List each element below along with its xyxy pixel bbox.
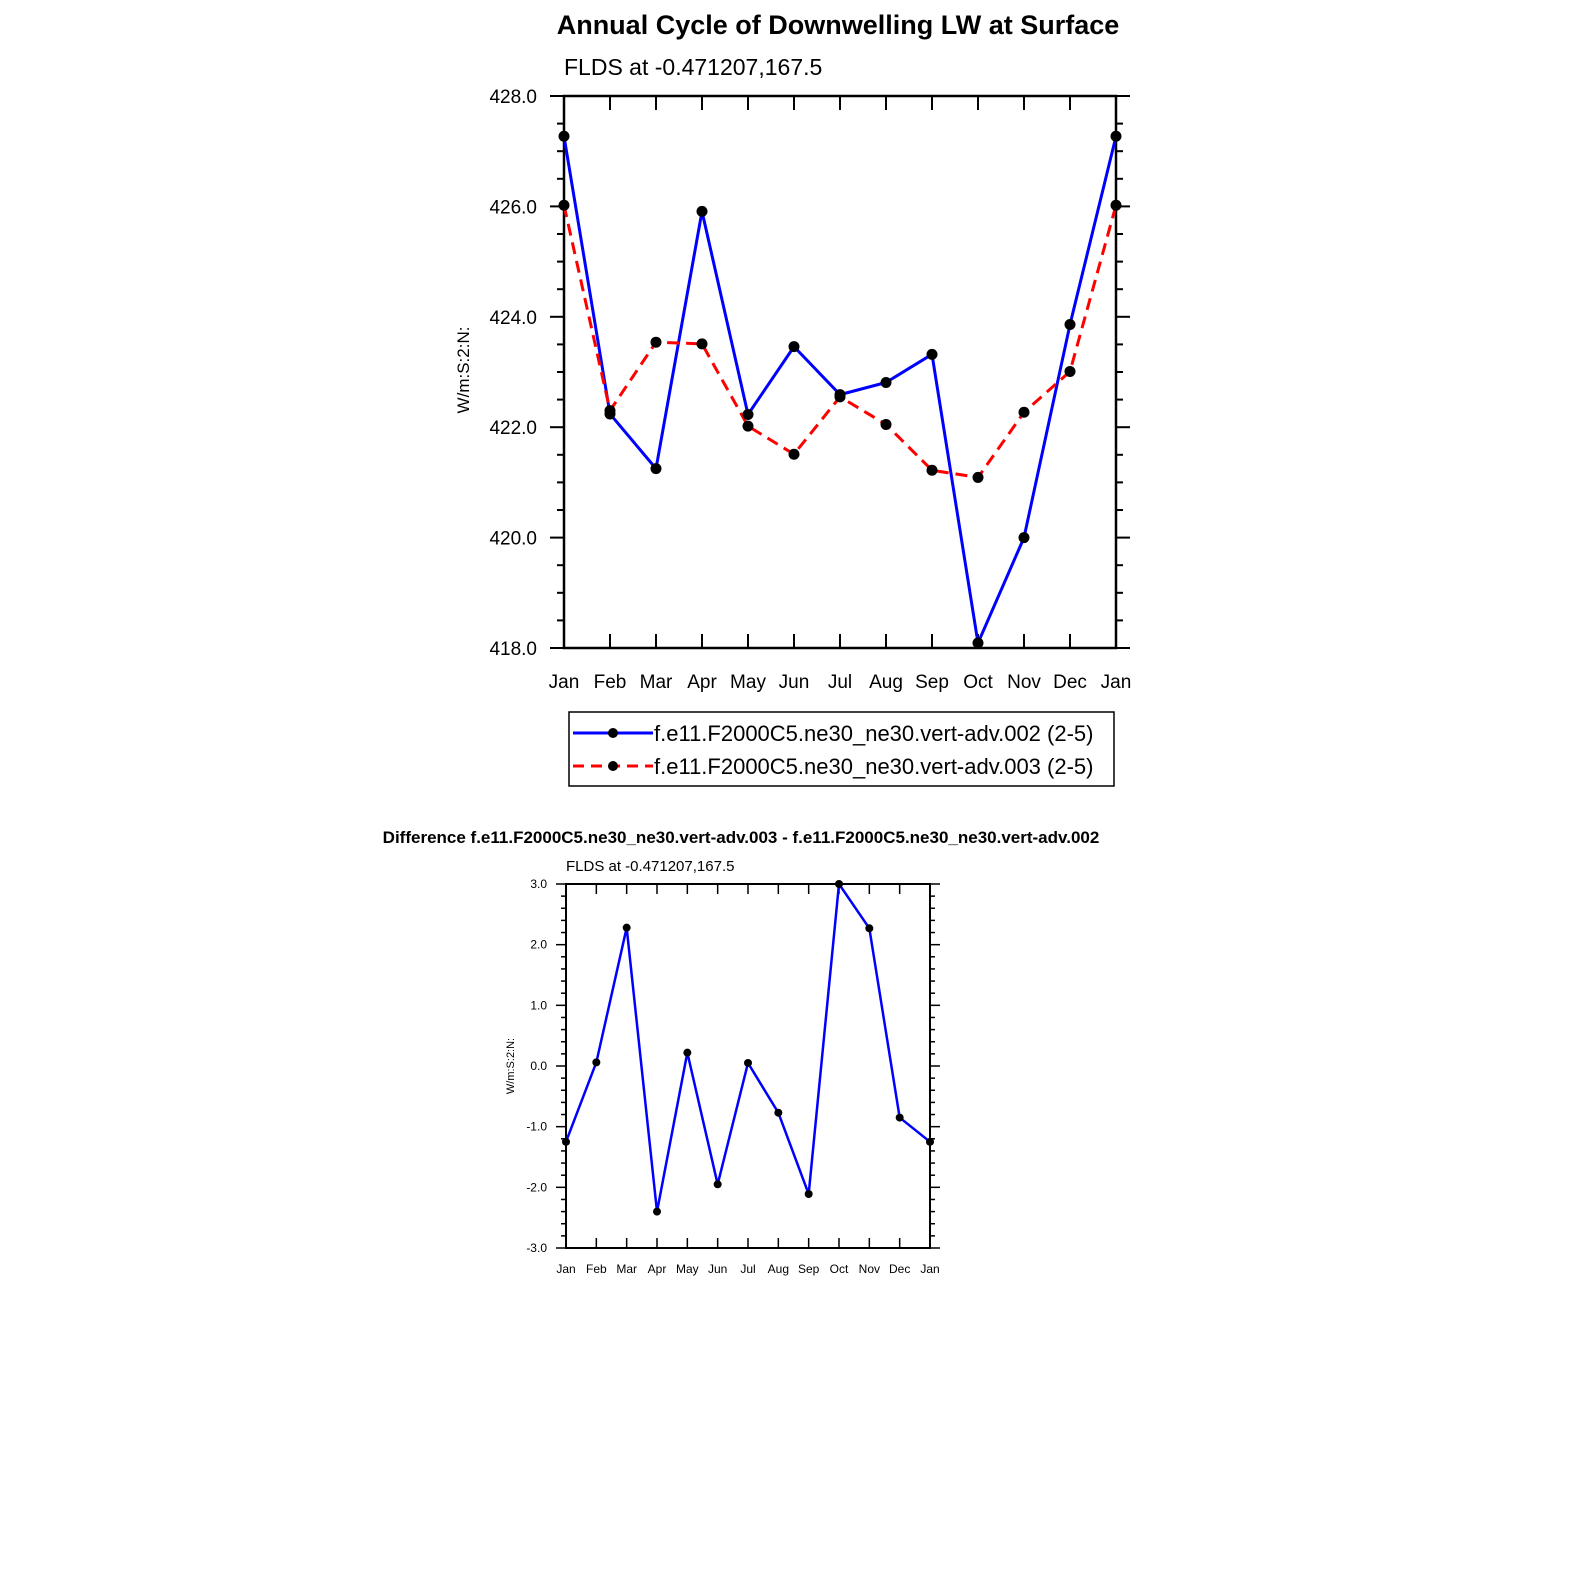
difference-axis-ticks: Jan Feb Mar Apr May Jun Jul Aug Sep Oct Nov Dec Jan-… <box>526 877 940 1276</box>
x-tick-label: Apr <box>687 672 717 693</box>
x-tick-label: Sep <box>798 1262 820 1276</box>
data-point-series-2 <box>742 420 754 432</box>
annual-cycle-chart: Annual Cycle of Downwelling LW at Surfac… <box>454 10 1131 787</box>
difference-subtitle: FLDS at -0.471207,167.5 <box>566 858 734 875</box>
x-tick-label: Dec <box>1053 672 1087 693</box>
y-tick-label: -2.0 <box>526 1180 547 1194</box>
x-tick-label: Apr <box>648 1262 667 1276</box>
data-point-series-1 <box>865 924 874 933</box>
plot-frame <box>562 94 1118 650</box>
y-tick-label: 2.0 <box>530 938 547 952</box>
series-line-2 <box>562 204 1118 479</box>
x-tick-label: Jan <box>920 1262 939 1276</box>
data-point-series-1 <box>788 341 800 353</box>
x-tick-label: Oct <box>963 672 993 693</box>
axis-ticks: Jan Feb Mar Apr May Jun Jul Aug Sep Oct Nov Dec Jan 4… <box>489 87 1131 693</box>
x-tick-label: Jun <box>708 1262 727 1276</box>
y-tick-label: -1.0 <box>526 1120 547 1134</box>
x-tick-label: Jan <box>556 1262 575 1276</box>
x-tick-label: Feb <box>594 672 627 693</box>
x-tick-label: Oct <box>830 1262 849 1276</box>
data-point-series-2 <box>696 338 708 350</box>
data-point-series-1 <box>1110 130 1122 142</box>
y-tick-label: 3.0 <box>530 877 547 891</box>
y-tick-label: 422.0 <box>489 418 537 439</box>
x-tick-label: Dec <box>889 1262 910 1276</box>
y-tick-label: 1.0 <box>530 998 547 1012</box>
data-point-series-1 <box>650 463 662 475</box>
x-tick-label: Nov <box>1007 672 1041 693</box>
data-point-series-1 <box>713 1180 722 1189</box>
data-point-series-1 <box>562 1137 570 1146</box>
data-point-series-2 <box>926 464 938 476</box>
legend-marker-series-2 <box>608 761 618 771</box>
x-tick-label: Aug <box>869 672 903 693</box>
series-layer <box>558 130 1122 649</box>
data-point-series-1 <box>683 1048 692 1057</box>
data-point-series-2 <box>1018 406 1030 418</box>
chart-subtitle: FLDS at -0.471207,167.5 <box>564 54 822 80</box>
x-tick-label: Mar <box>640 672 673 693</box>
y-axis-label: W/m:S:2:N: <box>454 327 473 414</box>
data-point-series-1 <box>895 1113 904 1122</box>
data-point-series-1 <box>622 923 631 932</box>
difference-y-axis-label: W/m:S:2:N: <box>505 1038 517 1094</box>
data-point-series-2 <box>558 199 570 211</box>
data-point-series-1 <box>592 1058 601 1067</box>
difference-title: Difference f.e11.F2000C5.ne30_ne30.vert-… <box>383 828 1100 847</box>
x-tick-label: Jul <box>740 1262 755 1276</box>
y-tick-label: 420.0 <box>489 529 537 550</box>
y-tick-label: 418.0 <box>489 639 537 660</box>
x-tick-label: Sep <box>915 672 949 693</box>
data-point-series-1 <box>1018 532 1030 544</box>
y-tick-label: 0.0 <box>530 1059 547 1073</box>
series-line-1 <box>564 882 931 1213</box>
x-tick-label: May <box>730 672 766 693</box>
data-point-series-2 <box>972 471 984 483</box>
data-point-series-1 <box>835 880 843 888</box>
data-point-series-1 <box>804 1190 813 1199</box>
y-tick-label: -3.0 <box>526 1241 547 1255</box>
data-point-series-1 <box>926 1137 934 1146</box>
x-tick-label: Feb <box>586 1262 607 1276</box>
data-point-series-1 <box>774 1108 783 1117</box>
difference-chart: Difference f.e11.F2000C5.ne30_ne30.vert-… <box>383 828 1100 1276</box>
data-point-series-2 <box>880 418 892 430</box>
legend: f.e11.F2000C5.ne30_ne30.vert-adv.002 (2-… <box>568 711 1115 787</box>
data-point-series-2 <box>1064 365 1076 377</box>
legend-label-series-1: f.e11.F2000C5.ne30_ne30.vert-adv.002 (2-… <box>654 721 1093 746</box>
y-tick-label: 426.0 <box>489 197 537 218</box>
data-point-series-1 <box>696 205 708 217</box>
x-tick-label: Mar <box>616 1262 637 1276</box>
data-point-series-1 <box>880 376 892 388</box>
x-tick-label: Jul <box>828 672 852 693</box>
data-point-series-2 <box>650 336 662 348</box>
x-tick-label: Jun <box>779 672 810 693</box>
data-point-series-1 <box>972 637 984 649</box>
y-tick-label: 424.0 <box>489 308 537 329</box>
data-point-series-2 <box>1110 199 1122 211</box>
data-point-series-2 <box>788 448 800 460</box>
x-tick-label: Jan <box>1101 672 1132 693</box>
data-point-series-1 <box>744 1058 752 1067</box>
chart-title: Annual Cycle of Downwelling LW at Surfac… <box>557 10 1120 40</box>
x-tick-label: May <box>676 1262 699 1276</box>
legend-marker-series-1 <box>608 728 618 738</box>
data-point-series-1 <box>1064 319 1076 331</box>
data-point-series-2 <box>834 391 846 403</box>
data-point-series-1 <box>558 130 570 142</box>
data-point-series-1 <box>926 348 938 360</box>
data-point-series-2 <box>604 405 616 417</box>
x-tick-label: Nov <box>859 1262 880 1276</box>
difference-series-layer <box>562 880 934 1216</box>
x-tick-label: Jan <box>549 672 580 693</box>
legend-label-series-2: f.e11.F2000C5.ne30_ne30.vert-adv.003 (2-… <box>654 754 1093 779</box>
x-tick-label: Aug <box>768 1262 789 1276</box>
data-point-series-1 <box>653 1207 661 1216</box>
data-point-series-1 <box>742 409 754 421</box>
legend-box <box>568 711 1115 787</box>
y-tick-label: 428.0 <box>489 87 537 108</box>
